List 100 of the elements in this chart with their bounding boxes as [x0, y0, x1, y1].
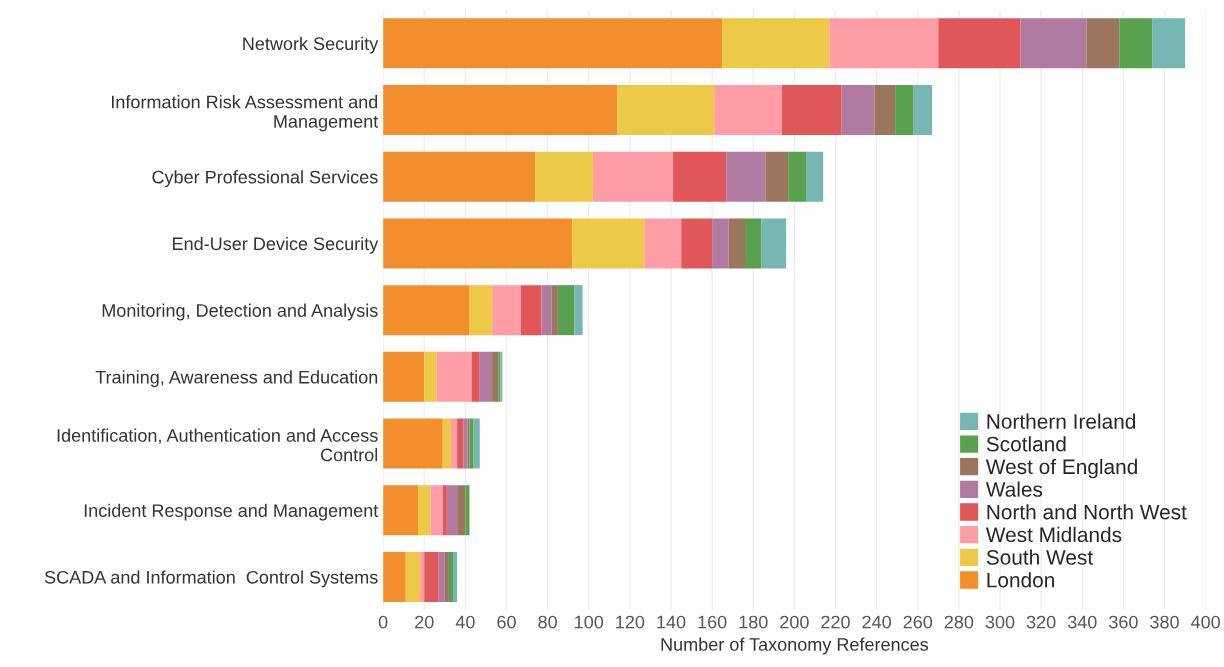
bar — [405, 551, 421, 602]
x-tick-label: 320 — [1026, 615, 1056, 629]
bar — [712, 218, 729, 269]
bar — [765, 151, 789, 202]
bar — [424, 551, 439, 602]
x-tick-label: 120 — [616, 615, 645, 629]
x-tick-label: 20 — [415, 615, 434, 629]
legend-label: West Midlands — [985, 526, 1122, 543]
x-tick-label: 280 — [944, 615, 974, 629]
legend-label: West of England — [985, 458, 1137, 479]
bar — [444, 551, 449, 602]
bar — [806, 151, 824, 202]
legend-label: South West — [986, 549, 1093, 565]
x-axis-title: Number of Taxonomy References — [661, 637, 929, 655]
bar — [469, 418, 474, 469]
bar — [673, 151, 727, 202]
x-tick-label: 80 — [538, 615, 557, 629]
x-tick-label: 200 — [780, 615, 809, 629]
bar — [520, 285, 542, 336]
y-tick-label: Cyber Professional Services — [152, 170, 378, 188]
bar — [446, 485, 458, 536]
bar — [471, 351, 480, 402]
x-tick-label: 140 — [657, 615, 686, 629]
y-tick-label: Information Risk Assessment and Management — [111, 95, 379, 132]
bar — [572, 218, 645, 269]
bar — [681, 218, 713, 269]
bar — [418, 485, 431, 536]
y-tick-label: Network Security — [243, 36, 379, 54]
x-tick-label: 220 — [821, 615, 850, 629]
bar — [1119, 18, 1153, 69]
bar — [726, 151, 766, 202]
bar — [788, 151, 807, 202]
bar — [383, 151, 536, 202]
bar — [453, 551, 458, 602]
bar — [457, 418, 464, 469]
y-tick-label: SCADA and Information Control Systems — [44, 570, 378, 588]
bar — [541, 285, 552, 336]
bar — [535, 151, 593, 202]
bar — [465, 485, 470, 536]
bar — [430, 485, 443, 536]
bar — [874, 85, 896, 136]
bar — [383, 218, 573, 269]
x-tick-label: 340 — [1067, 615, 1097, 629]
bar — [938, 18, 1021, 69]
y-tick-label: End-User Device Security — [173, 236, 379, 254]
bar — [551, 285, 558, 336]
bar — [492, 351, 499, 402]
legend-label: Northern Ireland — [987, 413, 1135, 429]
x-tick-label: 100 — [575, 615, 604, 629]
bar — [442, 418, 451, 469]
bar — [761, 218, 787, 269]
bar — [383, 551, 406, 602]
bar — [473, 418, 480, 469]
bar — [722, 18, 830, 69]
legend-label: Wales — [985, 481, 1043, 497]
x-tick-label: 40 — [455, 615, 475, 629]
bar — [479, 351, 493, 402]
x-tick-label: 60 — [497, 615, 516, 629]
bar — [463, 418, 468, 469]
y-tick-label: Training, Awareness and Education — [95, 370, 378, 388]
bar — [467, 418, 470, 469]
bar — [644, 218, 682, 269]
bar — [450, 418, 458, 469]
bar — [745, 218, 762, 269]
bar — [714, 85, 783, 136]
legend-label: London — [987, 572, 1054, 588]
bar — [424, 351, 437, 402]
y-tick-label: Identification, Authentication and Access Control — [57, 428, 378, 462]
x-tick-label: 300 — [985, 615, 1015, 629]
y-tick-label: Incident Response and Management — [84, 503, 379, 521]
x-tick-label: 400 — [1190, 615, 1220, 629]
bar — [557, 285, 575, 336]
bar — [383, 18, 723, 69]
bar — [469, 285, 493, 336]
bar — [492, 285, 521, 336]
bar — [383, 285, 470, 336]
bar — [1086, 18, 1120, 69]
bar — [438, 551, 445, 602]
bar — [457, 485, 466, 536]
bar — [592, 151, 674, 202]
bar — [617, 85, 715, 136]
bar — [1020, 18, 1087, 69]
bar — [574, 285, 583, 336]
bar — [420, 551, 425, 602]
bar — [383, 418, 443, 469]
x-tick-label: 380 — [1150, 615, 1179, 629]
legend-label: Scotland — [986, 436, 1066, 452]
x-tick-label: 180 — [739, 615, 768, 629]
bar — [383, 351, 425, 402]
bar — [841, 85, 875, 136]
bar — [782, 85, 842, 136]
x-tick-label: 160 — [698, 615, 727, 629]
bar — [1152, 18, 1186, 69]
bar — [436, 351, 472, 402]
x-tick-label: 360 — [1109, 615, 1138, 629]
x-tick-label: 0 — [378, 615, 388, 629]
x-tick-label: 240 — [862, 615, 891, 629]
legend-label: North and North West — [987, 504, 1187, 520]
bar — [442, 485, 447, 536]
bar — [913, 85, 933, 136]
